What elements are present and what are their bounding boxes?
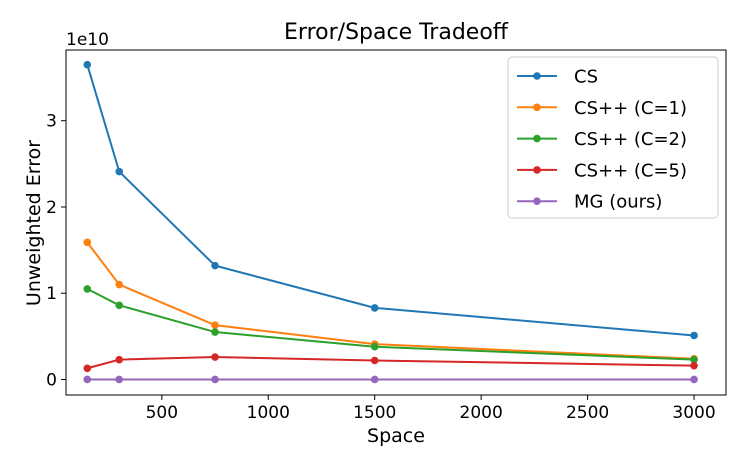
legend-label: MG (ours): [574, 192, 662, 213]
axes-frame: [65, 49, 727, 396]
x-tick-label: 500: [146, 403, 178, 423]
data-point: [115, 375, 124, 384]
legend-marker: [533, 166, 541, 174]
data-point: [83, 375, 92, 384]
data-point: [115, 355, 124, 364]
legend-marker: [533, 72, 541, 80]
data-point: [83, 364, 92, 373]
x-axis-label: Space: [367, 425, 425, 447]
y-tick-label: 3: [46, 112, 57, 132]
data-point: [211, 321, 219, 329]
y-axis-label: Unweighted Error: [23, 140, 45, 306]
legend-box: [507, 56, 719, 219]
series-line: [86, 241, 695, 360]
series-line: [87, 356, 695, 370]
legend-label: CS++ (C=2): [574, 129, 687, 150]
plot-area: 500 1000 1500 2000 2500 3000 0 1 2 3: [46, 49, 727, 423]
data-point: [211, 328, 219, 336]
data-point: [115, 301, 124, 310]
data-point: [370, 342, 379, 351]
data-point: [83, 60, 92, 69]
x-tick-label: 3000: [672, 403, 715, 423]
legend-marker: [533, 134, 541, 143]
y-tick-label: 1: [46, 284, 57, 304]
x-tick-label: 1000: [247, 403, 290, 423]
data-point: [83, 238, 92, 247]
y-tick-label: 2: [46, 198, 57, 218]
series-line: [86, 288, 695, 361]
data-point: [115, 280, 124, 289]
data-point: [211, 353, 219, 361]
data-point: [370, 356, 379, 365]
data-point: [690, 361, 698, 370]
x-tick-label: 2500: [566, 403, 609, 423]
legend-marker: [533, 197, 541, 205]
data-point: [690, 375, 698, 384]
y-axis-offset-label: 1e10: [66, 30, 109, 50]
data-point: [370, 304, 379, 312]
legend: CS CS++ (C=1) CS++ (C=2) CS++ (C=5) MG (ours…: [507, 56, 719, 219]
y-tick-label: 0: [46, 370, 57, 390]
x-tick-label: 2000: [460, 403, 503, 423]
x-tick-label: 1500: [353, 403, 396, 423]
legend-label: CS: [574, 67, 598, 88]
data-point: [370, 375, 379, 384]
legend-label: CS++ (C=1): [574, 98, 687, 119]
legend-marker: [533, 103, 541, 112]
data-point: [83, 285, 92, 293]
data-point: [690, 355, 698, 364]
data-point: [115, 167, 124, 176]
data-point: [211, 375, 219, 384]
data-point: [690, 331, 698, 340]
legend-label: CS++ (C=5): [574, 160, 687, 181]
chart-title: Error/Space Tradeoff: [284, 20, 509, 45]
data-point: [211, 261, 219, 270]
